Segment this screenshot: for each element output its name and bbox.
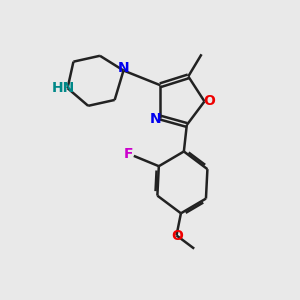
- Text: O: O: [203, 94, 215, 108]
- Text: F: F: [124, 147, 133, 161]
- Text: N: N: [150, 112, 162, 126]
- Text: O: O: [171, 229, 183, 243]
- Text: N: N: [118, 61, 130, 75]
- Text: HN: HN: [52, 81, 75, 95]
